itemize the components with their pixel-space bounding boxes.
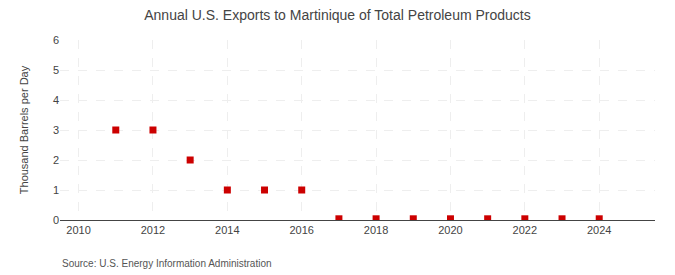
svg-text:3: 3 — [53, 124, 59, 136]
svg-text:4: 4 — [53, 94, 59, 106]
svg-text:0: 0 — [53, 214, 59, 226]
svg-text:2022: 2022 — [513, 224, 537, 236]
svg-text:2012: 2012 — [141, 224, 165, 236]
svg-text:Thousand Barrels per Day: Thousand Barrels per Day — [18, 65, 30, 194]
svg-text:2014: 2014 — [215, 224, 239, 236]
svg-text:2: 2 — [53, 154, 59, 166]
svg-text:2010: 2010 — [66, 224, 90, 236]
svg-text:2016: 2016 — [289, 224, 313, 236]
svg-text:2018: 2018 — [364, 224, 388, 236]
svg-text:5: 5 — [53, 64, 59, 76]
svg-text:Annual U.S. Exports to Martini: Annual U.S. Exports to Martinique of Tot… — [144, 7, 531, 23]
svg-text:2020: 2020 — [438, 224, 462, 236]
svg-text:2024: 2024 — [587, 224, 611, 236]
svg-text:1: 1 — [53, 184, 59, 196]
svg-text:Source: U.S. Energy Informatio: Source: U.S. Energy Information Administ… — [62, 258, 272, 269]
svg-text:6: 6 — [53, 34, 59, 46]
